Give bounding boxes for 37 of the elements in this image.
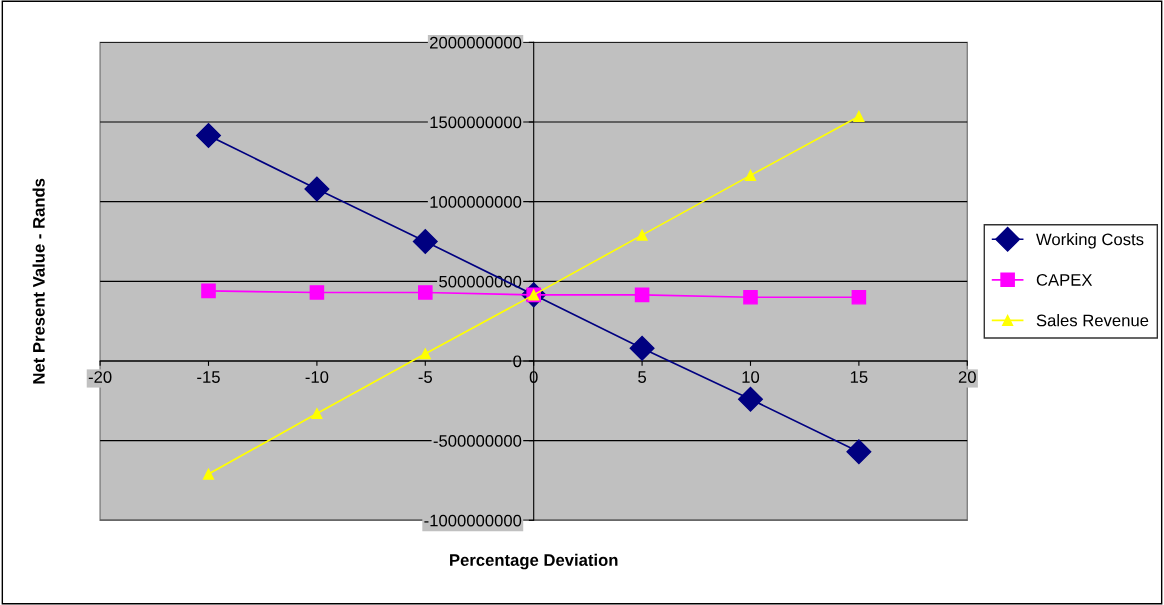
x-tick-label: 20 bbox=[958, 371, 976, 383]
point bbox=[743, 289, 758, 305]
x-tick-label: -15 bbox=[197, 371, 220, 383]
point bbox=[304, 176, 330, 202]
point bbox=[738, 386, 763, 412]
point bbox=[311, 408, 323, 420]
point bbox=[636, 229, 648, 241]
point bbox=[418, 285, 433, 300]
point bbox=[846, 439, 872, 465]
legend-label: CAPEX bbox=[1036, 274, 1093, 286]
x-axis-title: Percentage Deviation bbox=[450, 553, 618, 570]
x-tick-label: -20 bbox=[88, 371, 112, 383]
y-tick-label: 1500000000 bbox=[430, 116, 522, 129]
point bbox=[309, 285, 325, 300]
point bbox=[853, 110, 865, 122]
point bbox=[201, 283, 216, 299]
point bbox=[634, 287, 650, 303]
y-tick-label: 2000000000 bbox=[430, 36, 522, 49]
point bbox=[744, 169, 757, 181]
point bbox=[851, 289, 867, 305]
point bbox=[629, 335, 655, 361]
x-tick-label: -10 bbox=[305, 371, 329, 383]
y-tick-label: 1000000000 bbox=[430, 196, 522, 208]
legend-label: Sales Revenue bbox=[1036, 314, 1149, 327]
legend-label: Working Costs bbox=[1036, 233, 1144, 249]
point bbox=[419, 348, 431, 360]
y-tick-label: -1000000000 bbox=[424, 514, 522, 527]
y-tick-label: 0 bbox=[513, 355, 522, 368]
point bbox=[412, 229, 438, 254]
point bbox=[202, 468, 215, 480]
y-axis-title: Net Present Value - Rands bbox=[32, 178, 45, 384]
y-tick-label: -500000000 bbox=[433, 435, 522, 447]
point bbox=[196, 123, 221, 149]
x-tick-label: 15 bbox=[850, 371, 868, 383]
x-tick-label: -5 bbox=[418, 371, 433, 383]
x-tick-label: 10 bbox=[742, 371, 760, 383]
x-tick-label: 5 bbox=[638, 371, 647, 383]
